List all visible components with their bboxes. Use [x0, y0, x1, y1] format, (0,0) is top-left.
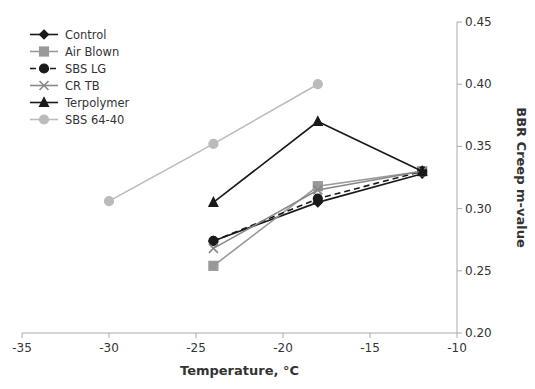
y-tick-label: 0.25: [465, 264, 492, 278]
legend: Control Air Blown SBS LG CR TB Terpolymer SBS…: [30, 28, 129, 127]
series-line: [109, 84, 318, 201]
point: [418, 167, 427, 176]
plot-area: [105, 80, 427, 271]
y-axis-line: [457, 22, 458, 333]
x-tick: [109, 333, 110, 338]
y-tick: [457, 146, 462, 147]
point: [313, 80, 322, 89]
legend-marker: [40, 64, 49, 73]
y-tick: [457, 208, 462, 209]
x-tick: [22, 333, 23, 338]
legend-label: CR TB: [65, 79, 100, 93]
y-tick-label: 0.35: [465, 139, 492, 153]
y-tick: [457, 22, 462, 23]
x-tick-label: -35: [12, 341, 32, 355]
legend-marker: [40, 115, 49, 124]
x-tick-label: -15: [360, 341, 380, 355]
y-tick: [457, 270, 462, 271]
x-axis-line: [22, 333, 457, 334]
x-tick: [370, 333, 371, 338]
point: [313, 185, 322, 194]
x-tick-label: -10: [447, 341, 467, 355]
point: [209, 261, 218, 270]
legend-label: Air Blown: [65, 45, 119, 59]
x-axis-label: Temperature, °C: [180, 363, 299, 378]
point: [418, 167, 427, 176]
y-tick: [457, 84, 462, 85]
series-line: [213, 171, 422, 248]
chart: -35 -30 -25 -20 -15 -100.20 0.25 0.30 0.35 0.40 0.…: [0, 0, 535, 389]
legend-marker: [40, 81, 49, 90]
point: [209, 139, 218, 148]
point: [209, 236, 218, 245]
x-tick: [457, 333, 458, 338]
legend-marker: [40, 30, 49, 39]
point: [105, 197, 114, 206]
y-axis-label: BBR Creep m-value: [514, 107, 529, 248]
legend-label: Terpolymer: [64, 96, 129, 110]
point: [418, 166, 427, 175]
series-line: [213, 171, 422, 266]
legend-marker: [40, 98, 49, 107]
x-tick-label: -30: [99, 341, 119, 355]
y-tick: [457, 333, 462, 334]
y-tick-label: 0.30: [465, 202, 492, 216]
legend-marker: [40, 47, 49, 56]
point: [313, 117, 322, 126]
legend-label: Control: [65, 28, 107, 42]
legend-label: SBS 64-40: [65, 113, 124, 127]
point: [313, 194, 322, 203]
series-line: [213, 122, 422, 203]
y-tick-label: 0.40: [465, 77, 492, 91]
y-tick-label: 0.20: [465, 326, 492, 340]
point: [209, 236, 218, 245]
x-tick-label: -25: [186, 341, 206, 355]
point: [209, 244, 218, 253]
x-tick-label: -20: [273, 341, 293, 355]
legend-label: SBS LG: [65, 62, 106, 76]
point: [418, 167, 427, 176]
point: [209, 197, 218, 206]
x-tick: [283, 333, 284, 338]
x-tick: [196, 333, 197, 338]
y-tick-label: 0.45: [465, 15, 492, 29]
